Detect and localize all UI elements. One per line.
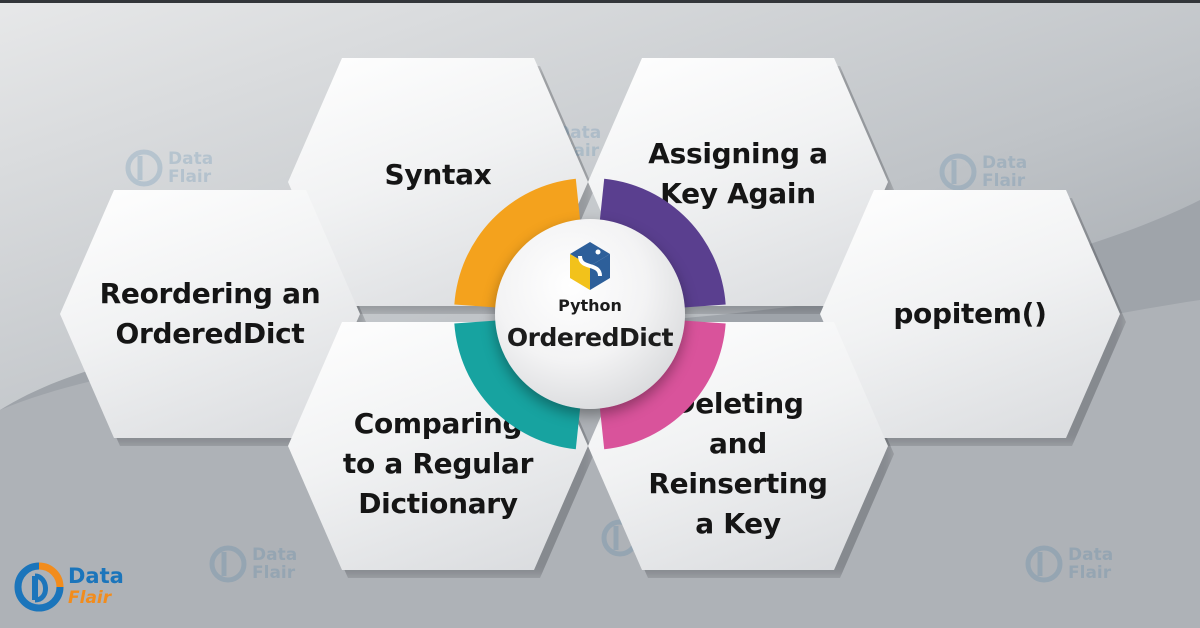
hex-label: Syntax xyxy=(384,158,492,191)
python-logo-icon xyxy=(570,242,610,290)
hex-label: Comparing to a Regular Dictionary xyxy=(342,407,534,520)
dataflair-watermark-icon xyxy=(125,149,163,187)
brand-data-text: Data xyxy=(68,564,124,588)
ring-segment-purple xyxy=(599,178,726,308)
ring-segment-orange xyxy=(454,178,581,308)
center-subtitle: Python xyxy=(558,296,622,315)
ring-segment-pink xyxy=(599,320,726,450)
brand-flair-text: Flair xyxy=(68,588,112,608)
hex-label: Assigning a Key Again xyxy=(648,137,828,210)
dataflair-watermark-icon xyxy=(209,545,247,583)
dataflair-logo-icon xyxy=(14,562,64,612)
center-title: OrderedDict xyxy=(506,323,674,352)
dataflair-watermark-icon xyxy=(1025,545,1063,583)
dataflair-logo: Data Flair xyxy=(14,562,124,612)
ring-segment-teal xyxy=(454,320,581,450)
dataflair-watermark-icon xyxy=(939,153,977,191)
hex-label: popitem() xyxy=(893,297,1047,330)
hex-label: Reordering an OrderedDict xyxy=(99,277,321,350)
hex-popitem: popitem() xyxy=(820,190,1120,438)
